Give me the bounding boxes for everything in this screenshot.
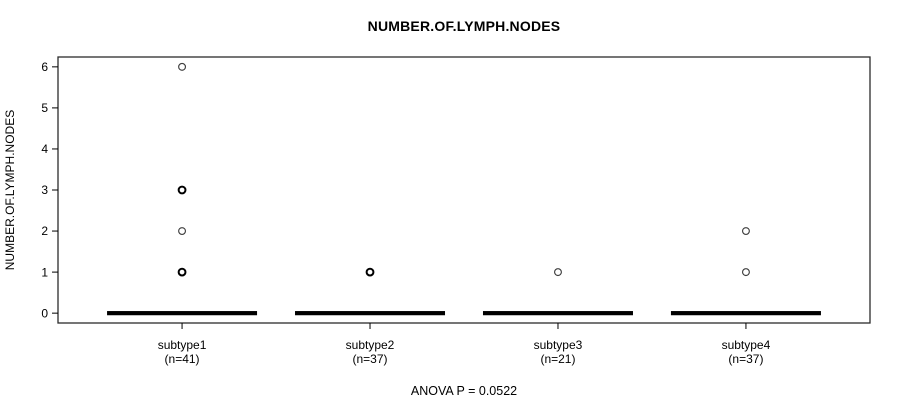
median-line — [295, 311, 446, 316]
chart-title: NUMBER.OF.LYMPH.NODES — [368, 18, 561, 34]
outlier-point — [554, 268, 562, 277]
outlier-point — [177, 185, 187, 195]
y-tick-label: 0 — [41, 306, 48, 320]
y-tick-label: 5 — [41, 101, 48, 115]
group-n-label: (n=37) — [728, 352, 763, 366]
y-tick-label: 3 — [41, 183, 48, 197]
x-axis: subtype1(n=41)subtype2(n=37)subtype3(n=2… — [158, 323, 771, 366]
y-axis-title: NUMBER.OF.LYMPH.NODES — [3, 110, 17, 270]
anova-caption: ANOVA P = 0.0522 — [411, 384, 517, 398]
plot-frame — [57, 56, 871, 324]
y-tick-label: 4 — [41, 142, 48, 156]
group-n-label: (n=21) — [540, 352, 575, 366]
outlier-point — [177, 267, 187, 277]
group-label: subtype1 — [158, 338, 207, 352]
outlier-point — [741, 227, 750, 236]
group-label: subtype2 — [346, 338, 395, 352]
outlier-point — [365, 267, 375, 277]
y-tick-label: 2 — [41, 224, 48, 238]
y-axis: 0 1 2 3 4 5 6 — [41, 60, 58, 320]
outlier-point — [178, 62, 187, 71]
group-label: subtype3 — [534, 338, 583, 352]
y-tick-label: 1 — [41, 265, 48, 279]
y-tick-label: 6 — [41, 60, 48, 74]
group-n-label: (n=37) — [353, 352, 388, 366]
median-line — [482, 311, 633, 316]
median-line — [670, 311, 821, 316]
group-label: subtype4 — [722, 338, 771, 352]
outlier-point — [178, 227, 187, 236]
boxplot-series — [107, 62, 821, 316]
group-n-label: (n=41) — [165, 352, 200, 366]
outlier-point — [741, 268, 750, 277]
median-line — [107, 311, 258, 316]
